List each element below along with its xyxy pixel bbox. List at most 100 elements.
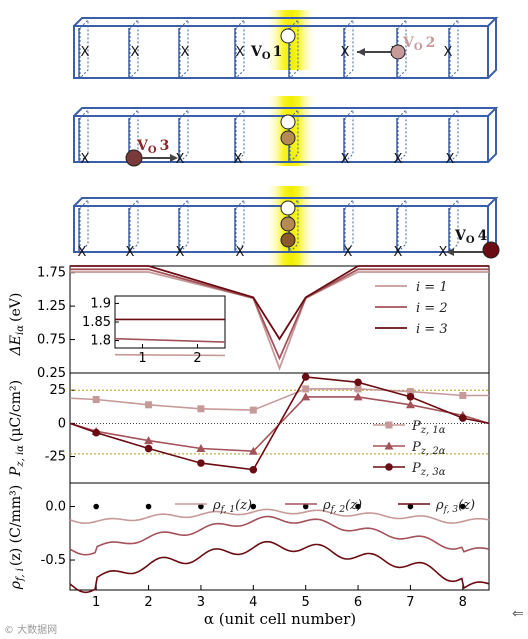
- unit-cell-plane: [179, 198, 189, 254]
- polarization-marker-circle: [459, 414, 467, 422]
- polarization-legend-marker: [385, 421, 393, 429]
- unit-cell-plane: [129, 198, 139, 254]
- vo4-atom: [482, 241, 500, 259]
- polarization-marker-circle: [406, 393, 415, 401]
- lattice-x-marker: X: [341, 152, 350, 167]
- polarization-marker-square: [354, 385, 362, 393]
- energy-line-1: [70, 271, 489, 371]
- unit-cell-plane: [397, 18, 407, 80]
- energy-y-label: ΔEiα(eV): [8, 293, 26, 357]
- cell-box: [73, 17, 499, 79]
- polarization-marker-square: [145, 401, 153, 409]
- structure-row-3: X X X X X X X VO 4: [73, 186, 500, 266]
- inset-line-1: [114, 353, 226, 357]
- polarization-marker-triangle: [353, 392, 363, 401]
- polarization-line-1: [69, 388, 489, 411]
- charge-lines: [69, 508, 490, 594]
- vacancy-atom: [280, 200, 296, 216]
- vacancy-atom: [280, 232, 296, 248]
- polarization-legend-marker: [385, 463, 393, 471]
- vo4-label: VO 4: [454, 228, 488, 246]
- charge-panel-frame: [69, 482, 490, 591]
- polarization-marker-triangle: [144, 436, 154, 445]
- polarization-y-ticks: 25 0 -25: [45, 383, 75, 464]
- unit-cell-plane: [397, 108, 407, 164]
- unit-cell-plane: [344, 198, 354, 254]
- charge-line-3: [69, 540, 490, 594]
- lattice-x-marker: X: [81, 45, 90, 60]
- structure-row-2: X X X X X X VO 3: [73, 96, 499, 167]
- unit-cell-plane: [129, 18, 139, 80]
- reference-dot: [93, 503, 99, 510]
- polarization-marker-circle: [249, 465, 258, 474]
- polarization-marker-circle: [197, 459, 205, 467]
- polarization-legend: Pz, 1α Pz, 2α Pz, 3α: [373, 419, 446, 478]
- charge-density-panel: 0.0 -0.5 1 2 3 4 5 6 7 8 ρf, 1(z) ρf, 2(z) ρf, 3(z…: [8, 482, 490, 628]
- energy-line-3: [70, 265, 489, 341]
- lattice-x-marker: X: [446, 152, 455, 167]
- lattice-x-marker: X: [78, 245, 87, 260]
- polarization-legend-marker: [384, 441, 394, 450]
- polarization-y-tick-label: 25: [49, 383, 66, 398]
- lattice-x-marker: X: [394, 152, 403, 167]
- lattice-x-marker: X: [341, 45, 350, 60]
- lattice-x-marker: X: [176, 245, 185, 260]
- polarization-panel: 25 0 -25 Pz, 1α Pz, 2α Pz, 3α Pz, iα(μC/cm²): [8, 372, 490, 484]
- polarization-legend-label-2: Pz, 2α: [411, 440, 446, 457]
- inset-y-tick-label: 1.8: [90, 334, 111, 349]
- charge-x-tick-label: 5: [302, 595, 310, 610]
- polarization-marker-circle: [354, 378, 362, 387]
- charge-x-tick-label: 6: [354, 595, 362, 610]
- polarization-y-tick-label: -25: [45, 449, 66, 464]
- energy-y-tick-label: 1.75: [37, 266, 66, 281]
- polarization-marker-square: [302, 385, 310, 393]
- polarization-marker-square: [459, 392, 467, 400]
- unit-cell-plane: [235, 18, 245, 80]
- unit-cell-plane: [449, 198, 459, 254]
- lattice-x-marker: X: [236, 245, 245, 260]
- charge-x-ticks: 1 2 3 4 5 6 7 8: [92, 585, 467, 610]
- inset-x-tick-label: 2: [193, 351, 201, 366]
- lattice-x-marker: X: [81, 152, 90, 167]
- vo3-label: VO 3: [136, 138, 169, 156]
- charge-line-2: [69, 515, 490, 556]
- unit-cell-plane: [289, 18, 299, 80]
- inset-y-tick-label: 1.85: [82, 315, 111, 330]
- polarization-marker-triangle: [248, 446, 258, 455]
- lattice-x-marker: X: [344, 245, 353, 260]
- charge-x-tick-label: 8: [459, 595, 467, 610]
- glow-band: [266, 96, 316, 166]
- reference-dot: [355, 503, 361, 510]
- polarization-marker-triangle: [301, 392, 311, 401]
- lattice-x-marker: X: [439, 245, 448, 260]
- vo2-atom: [390, 44, 406, 60]
- polarization-legend-label-1: Pz, 1α: [411, 419, 446, 436]
- charge-y-tick-label: 0.0: [45, 500, 66, 515]
- polarization-y-tick-label: 0: [58, 416, 66, 431]
- energy-line-2: [70, 268, 489, 361]
- vo4-arrow-icon: [446, 248, 454, 256]
- energy-y-tick-label: 1.25: [37, 299, 66, 314]
- vo1-label: VO 1: [250, 44, 282, 62]
- charge-legend: ρf, 1(z) ρf, 2(z) ρf, 3(z): [175, 498, 475, 515]
- polarization-marker-triangle: [405, 400, 415, 409]
- polarization-marker-circle: [92, 428, 100, 437]
- charge-x-tick-label: 3: [197, 595, 205, 610]
- unit-cell-plane: [179, 108, 189, 164]
- vacancy-atom: [280, 28, 296, 44]
- inset-x-tick-label: 1: [138, 351, 146, 366]
- unit-cell-plane: [179, 18, 189, 80]
- polarization-marker-square: [249, 406, 257, 414]
- x-axis-label: α (unit cell number): [204, 610, 356, 628]
- energy-legend-label-2: i = 2: [416, 301, 448, 316]
- charge-y-label: ρf, i(z) (C/mm³): [8, 485, 26, 590]
- unit-cell-plane: [79, 108, 89, 164]
- watermark: © 大数据网: [4, 625, 58, 636]
- energy-legend-label-3: i = 3: [416, 322, 448, 337]
- unit-cell-plane: [235, 198, 245, 254]
- vacancy-atom: [280, 114, 296, 130]
- energy-y-tick-label: 0.25: [37, 366, 66, 381]
- polarization-marker-circle: [144, 444, 153, 453]
- unit-cell-plane: [449, 108, 459, 164]
- polarization-line-3: [69, 376, 490, 471]
